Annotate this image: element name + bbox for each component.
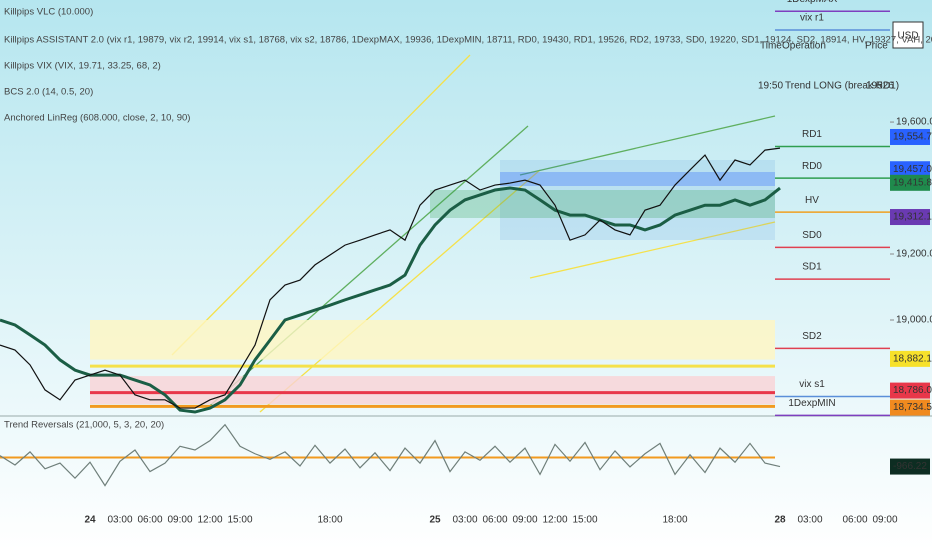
indicator-label: Killpips VLC (10.000)	[4, 7, 93, 18]
x-tick-label: 28	[774, 515, 786, 526]
price-badge	[890, 350, 930, 367]
x-tick-label: 24	[84, 515, 96, 526]
x-tick-label: 15:00	[227, 515, 252, 526]
y-tick-label: 19,000.00	[896, 315, 932, 326]
price-badge-label: 19,457.00	[893, 164, 932, 175]
price-badge	[890, 382, 930, 399]
level-label: SD1	[802, 262, 822, 273]
y-tick-label: 19,600.00	[896, 117, 932, 128]
level-label: vix s1	[799, 379, 825, 390]
level-label: SD0	[802, 230, 822, 241]
series-line	[0, 147, 781, 409]
level-label: vix r1	[800, 13, 824, 24]
price-badge	[890, 209, 930, 226]
price-badge-label: 18,786.00	[893, 385, 932, 396]
x-tick-label: 06:00	[482, 515, 507, 526]
drawings	[171, 54, 776, 413]
zone	[90, 319, 775, 360]
x-tick-label: 09:00	[512, 515, 537, 526]
table-cell: Trend LONG (break RD1)	[785, 81, 899, 92]
x-tick-label: 09:00	[872, 515, 897, 526]
table-cell: 19526	[866, 81, 894, 92]
currency-box[interactable]	[892, 21, 924, 49]
level-label: 1DexpMIN	[788, 398, 835, 409]
indicator-label: Killpips ASSISTANT 2.0 (vix r1, 19879, v…	[4, 35, 932, 46]
x-tick-label: 06:00	[842, 515, 867, 526]
indicator-label: BCS 2.0 (14, 0.5, 20)	[4, 87, 93, 98]
price-badge-label: 19,554.75	[893, 132, 932, 143]
oscillator-line	[0, 423, 781, 487]
level-label: RD1	[802, 129, 822, 140]
x-tick-label: 09:00	[167, 515, 192, 526]
indicator-label: Killpips VIX (VIX, 19.71, 33.25, 68, 2)	[4, 61, 161, 72]
price-badge	[890, 399, 930, 416]
y-tick-label: 19,200.00	[896, 249, 932, 260]
table-header: Operation	[782, 41, 826, 52]
price-badge-label: 19,312.12	[893, 212, 932, 223]
osc-label: Trend Reversals (21,000, 5, 3, 20, 20)	[4, 420, 164, 431]
price-badge-label: 19,415.86	[893, 177, 932, 188]
x-tick-label: 06:00	[137, 515, 162, 526]
level-label: HV	[805, 195, 819, 206]
level-label: RD0	[802, 161, 822, 172]
x-tick-label: 18:00	[317, 515, 342, 526]
price-badge-label: 18,734.55	[893, 402, 932, 413]
table-cell: 19:50	[758, 81, 783, 92]
series-line	[0, 186, 781, 414]
level-label: SD2	[802, 331, 822, 342]
price-badge-label: -966.22	[893, 461, 927, 472]
table-header: Price	[865, 41, 888, 52]
price-badge	[890, 174, 930, 191]
price-badge	[890, 458, 930, 475]
currency: USD	[897, 31, 918, 42]
x-tick-label: 03:00	[452, 515, 477, 526]
x-tick-label: 03:00	[107, 515, 132, 526]
x-tick-label: 03:00	[797, 515, 822, 526]
zone	[90, 376, 775, 405]
table-header: Time	[760, 41, 782, 52]
indicator-label: Anchored LinReg (608.000, close, 2, 10, …	[4, 113, 190, 124]
price-badge	[890, 161, 930, 178]
x-tick-label: 25	[429, 515, 441, 526]
price-badge	[890, 128, 930, 145]
x-tick-label: 12:00	[542, 515, 567, 526]
x-tick-label: 15:00	[572, 515, 597, 526]
x-tick-label: 18:00	[662, 515, 687, 526]
price-badge-label: 18,882.16	[893, 354, 932, 365]
x-tick-label: 12:00	[197, 515, 222, 526]
level-label: 1DexpMAX	[787, 0, 838, 5]
